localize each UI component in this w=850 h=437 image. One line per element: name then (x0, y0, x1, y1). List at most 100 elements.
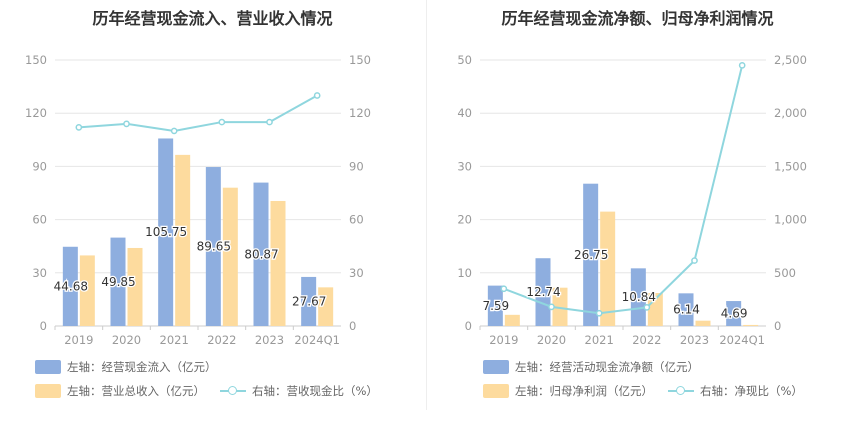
left-legend-bar1[interactable]: 左轴：经营现金流入（亿元） (35, 359, 217, 375)
right-bar-cashflow (535, 258, 551, 326)
y-left-tick-label: 10 (457, 266, 472, 280)
right-bar-cashflow (726, 301, 742, 326)
legend-label: 左轴：营业总收入（亿元） (67, 384, 205, 398)
right-chart-panel: 历年经营现金流净额、归母净利润情况 0 10 20 30 40 50 0 500 1,000 1,… (425, 0, 850, 437)
left-chart-title: 历年经营现金流入、营业收入情况 (92, 9, 333, 28)
legend-line-icon (220, 384, 246, 398)
left-bar-revenue (127, 247, 143, 326)
y-right-tick-label: 150 (349, 53, 371, 67)
right-ratio-point (738, 61, 746, 69)
left-chart-panel: 历年经营现金流入、营业收入情况 0 30 60 90 120 150 0 30 60 90 120 1… (25, 9, 378, 399)
right-bar-value-label: 6.14 (673, 303, 700, 317)
right-bar-revenue (695, 320, 711, 326)
left-bar-value-label: 89.65 (197, 240, 231, 254)
legend-label: 左轴：经营活动现金流净额（亿元） (515, 360, 699, 374)
right-bar-value-label: 10.84 (622, 290, 656, 304)
y-right-tick-label: 1,500 (774, 159, 807, 173)
left-bar-value-label: 44.68 (54, 279, 88, 293)
y-right-tick-label: 500 (774, 266, 796, 280)
y-left-tick-label: 40 (457, 106, 472, 120)
x-tick-label: 2024Q1 (294, 333, 340, 347)
y-left-tick-label: 90 (32, 159, 47, 173)
right-bar-revenue (647, 293, 663, 326)
x-tick-label: 2021 (585, 333, 614, 347)
x-tick-label: 2023 (680, 333, 709, 347)
right-bar-value-label: 7.59 (482, 299, 509, 313)
left-ratio-point (123, 120, 130, 128)
x-tick-label: 2020 (537, 333, 566, 347)
right-bar-cashflow (583, 183, 599, 326)
x-tick-label: 2024Q1 (719, 333, 765, 347)
y-left-tick-label: 150 (25, 53, 47, 67)
y-left-tick-label: 120 (25, 106, 47, 120)
right-bar-revenue (600, 211, 616, 326)
left-bar-revenue (222, 187, 238, 326)
left-ratio-point (218, 118, 226, 126)
y-left-tick-label: 0 (40, 319, 47, 333)
left-bar-cashflow (110, 237, 126, 326)
right-legend-bar2[interactable]: 左轴：归母净利润（亿元） (483, 383, 653, 399)
panel-divider (426, 0, 427, 410)
right-bar-value-label: 4.69 (721, 307, 748, 321)
y-left-tick-label: 30 (32, 266, 47, 280)
right-legend-line[interactable]: 右轴：净现比（%） (668, 383, 803, 399)
y-left-tick-label: 30 (457, 159, 472, 173)
left-bar-value-label: 49.85 (101, 275, 135, 289)
left-legend-bar2[interactable]: 左轴：营业总收入（亿元） (35, 383, 205, 399)
left-chart-svg: 0 30 60 90 120 150 0 30 60 90 120 150 2019 2020 2021 20… (25, 53, 371, 347)
left-bar-cashflow (253, 182, 269, 326)
y-left-tick-label: 20 (457, 213, 472, 227)
right-bar-value-label: 26.75 (574, 248, 608, 262)
left-ratio-point (266, 118, 273, 126)
y-right-tick-label: 60 (349, 213, 364, 227)
right-bar-cashflow (678, 293, 694, 326)
right-bar-revenue (552, 287, 568, 326)
legend-line-icon (668, 384, 694, 398)
y-left-tick-label: 0 (465, 319, 472, 333)
x-tick-label: 2022 (207, 333, 236, 347)
left-bar-revenue (318, 287, 334, 326)
right-ratio-point (643, 304, 651, 311)
x-tick-label: 2020 (112, 333, 141, 347)
legend-swatch-blue (35, 360, 61, 374)
legend-label: 左轴：经营现金流入（亿元） (67, 360, 217, 374)
legend-label: 左轴：归母净利润（亿元） (515, 384, 653, 398)
left-ratio-point (75, 124, 83, 131)
right-bar-revenue (504, 314, 520, 326)
left-ratio-point (313, 92, 321, 99)
y-right-tick-label: 1,000 (774, 213, 807, 227)
left-bar-revenue (175, 154, 191, 326)
legend-swatch-orange (483, 384, 509, 398)
right-chart-title: 历年经营现金流净额、归母净利润情况 (501, 9, 774, 28)
legend-label: 右轴：营收现金比（%） (252, 384, 378, 398)
right-bar-cashflow (630, 268, 646, 326)
right-ratio-point (500, 285, 508, 293)
right-bar-revenue (743, 324, 759, 326)
y-right-tick-label: 90 (349, 159, 364, 173)
y-left-tick-label: 50 (457, 53, 472, 67)
y-right-tick-label: 0 (349, 319, 356, 333)
y-right-tick-label: 0 (774, 319, 781, 333)
right-ratio-point (548, 303, 555, 311)
x-tick-label: 2019 (64, 333, 93, 347)
left-bar-value-label: 27.67 (292, 294, 326, 308)
y-right-tick-label: 30 (349, 266, 364, 280)
left-bar-cashflow (158, 138, 174, 326)
y-right-tick-label: 120 (349, 106, 371, 120)
left-bar-value-label: 105.75 (145, 225, 187, 239)
legend-label: 右轴：净现比（%） (700, 384, 803, 398)
x-tick-label: 2021 (160, 333, 189, 347)
left-bar-cashflow (205, 167, 221, 326)
left-bar-cashflow (62, 246, 78, 326)
legend-swatch-blue (483, 360, 509, 374)
y-right-tick-label: 2,000 (774, 106, 807, 120)
left-legend-line[interactable]: 右轴：营收现金比（%） (220, 383, 378, 399)
y-left-tick-label: 60 (32, 213, 47, 227)
left-ratio-line (78, 94, 318, 132)
right-ratio-point (691, 257, 698, 264)
right-ratio-line (503, 65, 744, 315)
right-bar-cashflow (487, 285, 503, 326)
x-tick-label: 2022 (632, 333, 661, 347)
right-legend-bar1[interactable]: 左轴：经营活动现金流净额（亿元） (483, 359, 699, 375)
